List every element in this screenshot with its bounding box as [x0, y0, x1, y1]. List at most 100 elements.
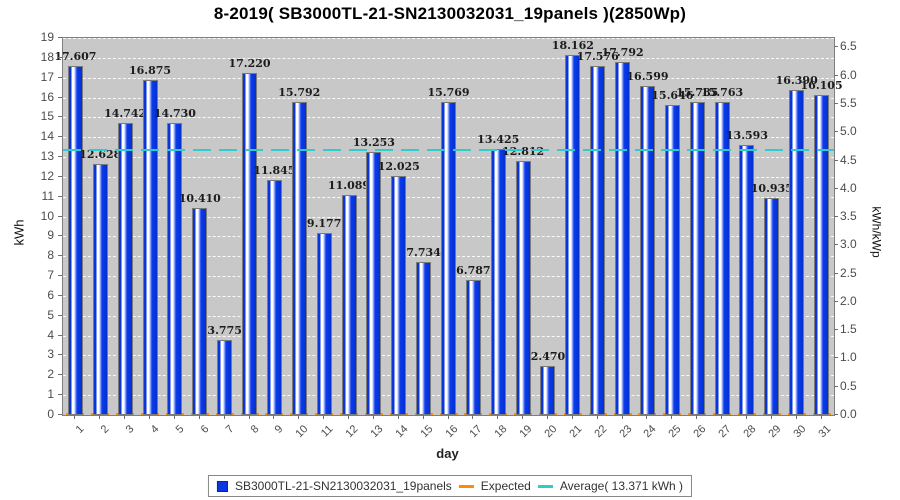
x-tick-label-day-5: 5 [173, 423, 187, 436]
bar-day-6 [192, 208, 208, 415]
bar-value-label: 15.769 [427, 86, 470, 100]
x-tick-mark [74, 415, 76, 419]
y-tick-mark-left [58, 354, 62, 356]
x-tick-mark [745, 415, 747, 419]
y-tick-mark-right [834, 131, 838, 133]
bar-value-label: 17.607 [54, 49, 97, 63]
bar-value-label: 17.220 [228, 57, 271, 71]
y-tick-mark-right [834, 216, 838, 218]
bar-day-26 [689, 101, 705, 415]
x-tick-label-day-16: 16 [442, 423, 460, 441]
x-tick-mark [596, 415, 598, 419]
bar-day-19 [515, 160, 531, 415]
bar-value-label: 13.253 [352, 136, 395, 150]
bar-value-label: 18.162 [551, 38, 594, 52]
y-tick-mark-left [58, 37, 62, 38]
x-tick-label-day-19: 19 [517, 423, 535, 441]
y-tick-label-left: 0 [47, 407, 54, 421]
gridline [63, 77, 834, 79]
bar-day-30 [789, 89, 805, 415]
x-tick-label-day-18: 18 [492, 423, 510, 441]
x-tick-label-day-11: 11 [319, 423, 336, 440]
y-tick-mark-left [58, 374, 62, 376]
legend-expected-label: Expected [480, 479, 531, 493]
x-tick-mark [298, 415, 300, 419]
bar-value-label: 15.646 [651, 88, 694, 102]
bar-value-label: 12.812 [502, 144, 545, 158]
y-tick-label-right: 4.5 [840, 152, 857, 167]
bar-day-16 [441, 102, 456, 415]
x-tick-label-day-15: 15 [417, 423, 436, 441]
bar-day-1 [67, 65, 83, 415]
y-tick-mark-right [834, 74, 838, 76]
x-tick-label-day-12: 12 [343, 423, 361, 441]
x-tick-mark [323, 415, 325, 419]
legend-average-label: Average( 13.371 kWh ) [559, 479, 684, 493]
bar-day-18 [490, 148, 506, 415]
bar-day-27 [714, 102, 730, 415]
bar-value-label: 12.628 [79, 148, 122, 162]
bar-value-label: 9.177 [306, 216, 342, 230]
y-tick-mark-left [58, 294, 62, 296]
x-tick-label-day-31: 31 [815, 423, 834, 441]
x-tick-mark [571, 415, 573, 419]
x-tick-mark [522, 415, 524, 419]
x-tick-label-day-29: 29 [766, 423, 784, 441]
bar-value-label: 15.763 [701, 86, 744, 100]
x-tick-mark [671, 415, 673, 419]
bar-value-label: 14.742 [104, 106, 147, 120]
x-tick-label-day-26: 26 [691, 423, 709, 441]
x-tick-label-day-6: 6 [198, 423, 212, 436]
bar-value-label: 16.390 [775, 73, 818, 87]
bar-value-label: 12.025 [377, 160, 420, 174]
x-tick-label-day-10: 10 [293, 423, 311, 441]
y-tick-label-right: 5.5 [840, 95, 857, 110]
x-tick-label-day-13: 13 [368, 423, 386, 441]
y-tick-mark-right [834, 102, 838, 104]
y-tick-label-right: 3.5 [840, 209, 857, 224]
bar-value-label: 11.089 [327, 178, 371, 192]
x-tick-mark [348, 415, 350, 419]
x-tick-mark [770, 415, 772, 419]
x-tick-label-day-20: 20 [542, 423, 560, 441]
y-tick-label-left: 15 [40, 109, 54, 124]
y-tick-mark-left [58, 175, 62, 177]
x-tick-label-day-3: 3 [123, 423, 137, 436]
bar-day-3 [117, 122, 133, 415]
legend-expected-swatch-icon [458, 484, 474, 488]
y-tick-label-left: 2 [47, 367, 54, 382]
bar-day-9 [266, 179, 282, 415]
y-tick-mark-right [834, 244, 838, 246]
y-tick-mark-left [58, 394, 62, 396]
average-line [63, 148, 834, 151]
x-tick-label-day-28: 28 [741, 423, 759, 441]
y-tick-mark-left [58, 156, 62, 158]
x-tick-label-day-22: 22 [592, 423, 610, 441]
gridline [63, 97, 834, 99]
y-tick-label-left: 18 [40, 49, 54, 64]
x-tick-mark [546, 415, 548, 419]
x-tick-mark [124, 415, 126, 419]
x-tick-mark [173, 415, 175, 419]
x-tick-mark [397, 415, 399, 419]
bar-day-21 [565, 54, 581, 415]
y-tick-label-left: 17 [40, 69, 54, 84]
bar-day-11 [316, 232, 332, 415]
bar-value-label: 16.875 [128, 64, 172, 78]
legend: SB3000TL-21-SN2130032031_19panels Expect… [207, 475, 693, 497]
x-tick-label-day-17: 17 [467, 423, 485, 441]
bar-value-label: 2.470 [530, 350, 566, 363]
y-tick-mark-right [834, 46, 838, 48]
x-tick-label-day-2: 2 [98, 423, 112, 436]
x-tick-label-day-4: 4 [148, 423, 162, 436]
legend-average-swatch-icon [537, 484, 553, 488]
y-tick-mark-left [58, 96, 62, 98]
y-tick-mark-left [58, 235, 62, 237]
y-tick-label-right: 3.0 [840, 237, 857, 252]
x-tick-mark [497, 415, 499, 419]
y-tick-mark-right [834, 159, 838, 161]
y-tick-label-right: 0.5 [840, 378, 857, 393]
bar-day-17 [465, 280, 481, 415]
bar-day-20 [540, 366, 556, 415]
